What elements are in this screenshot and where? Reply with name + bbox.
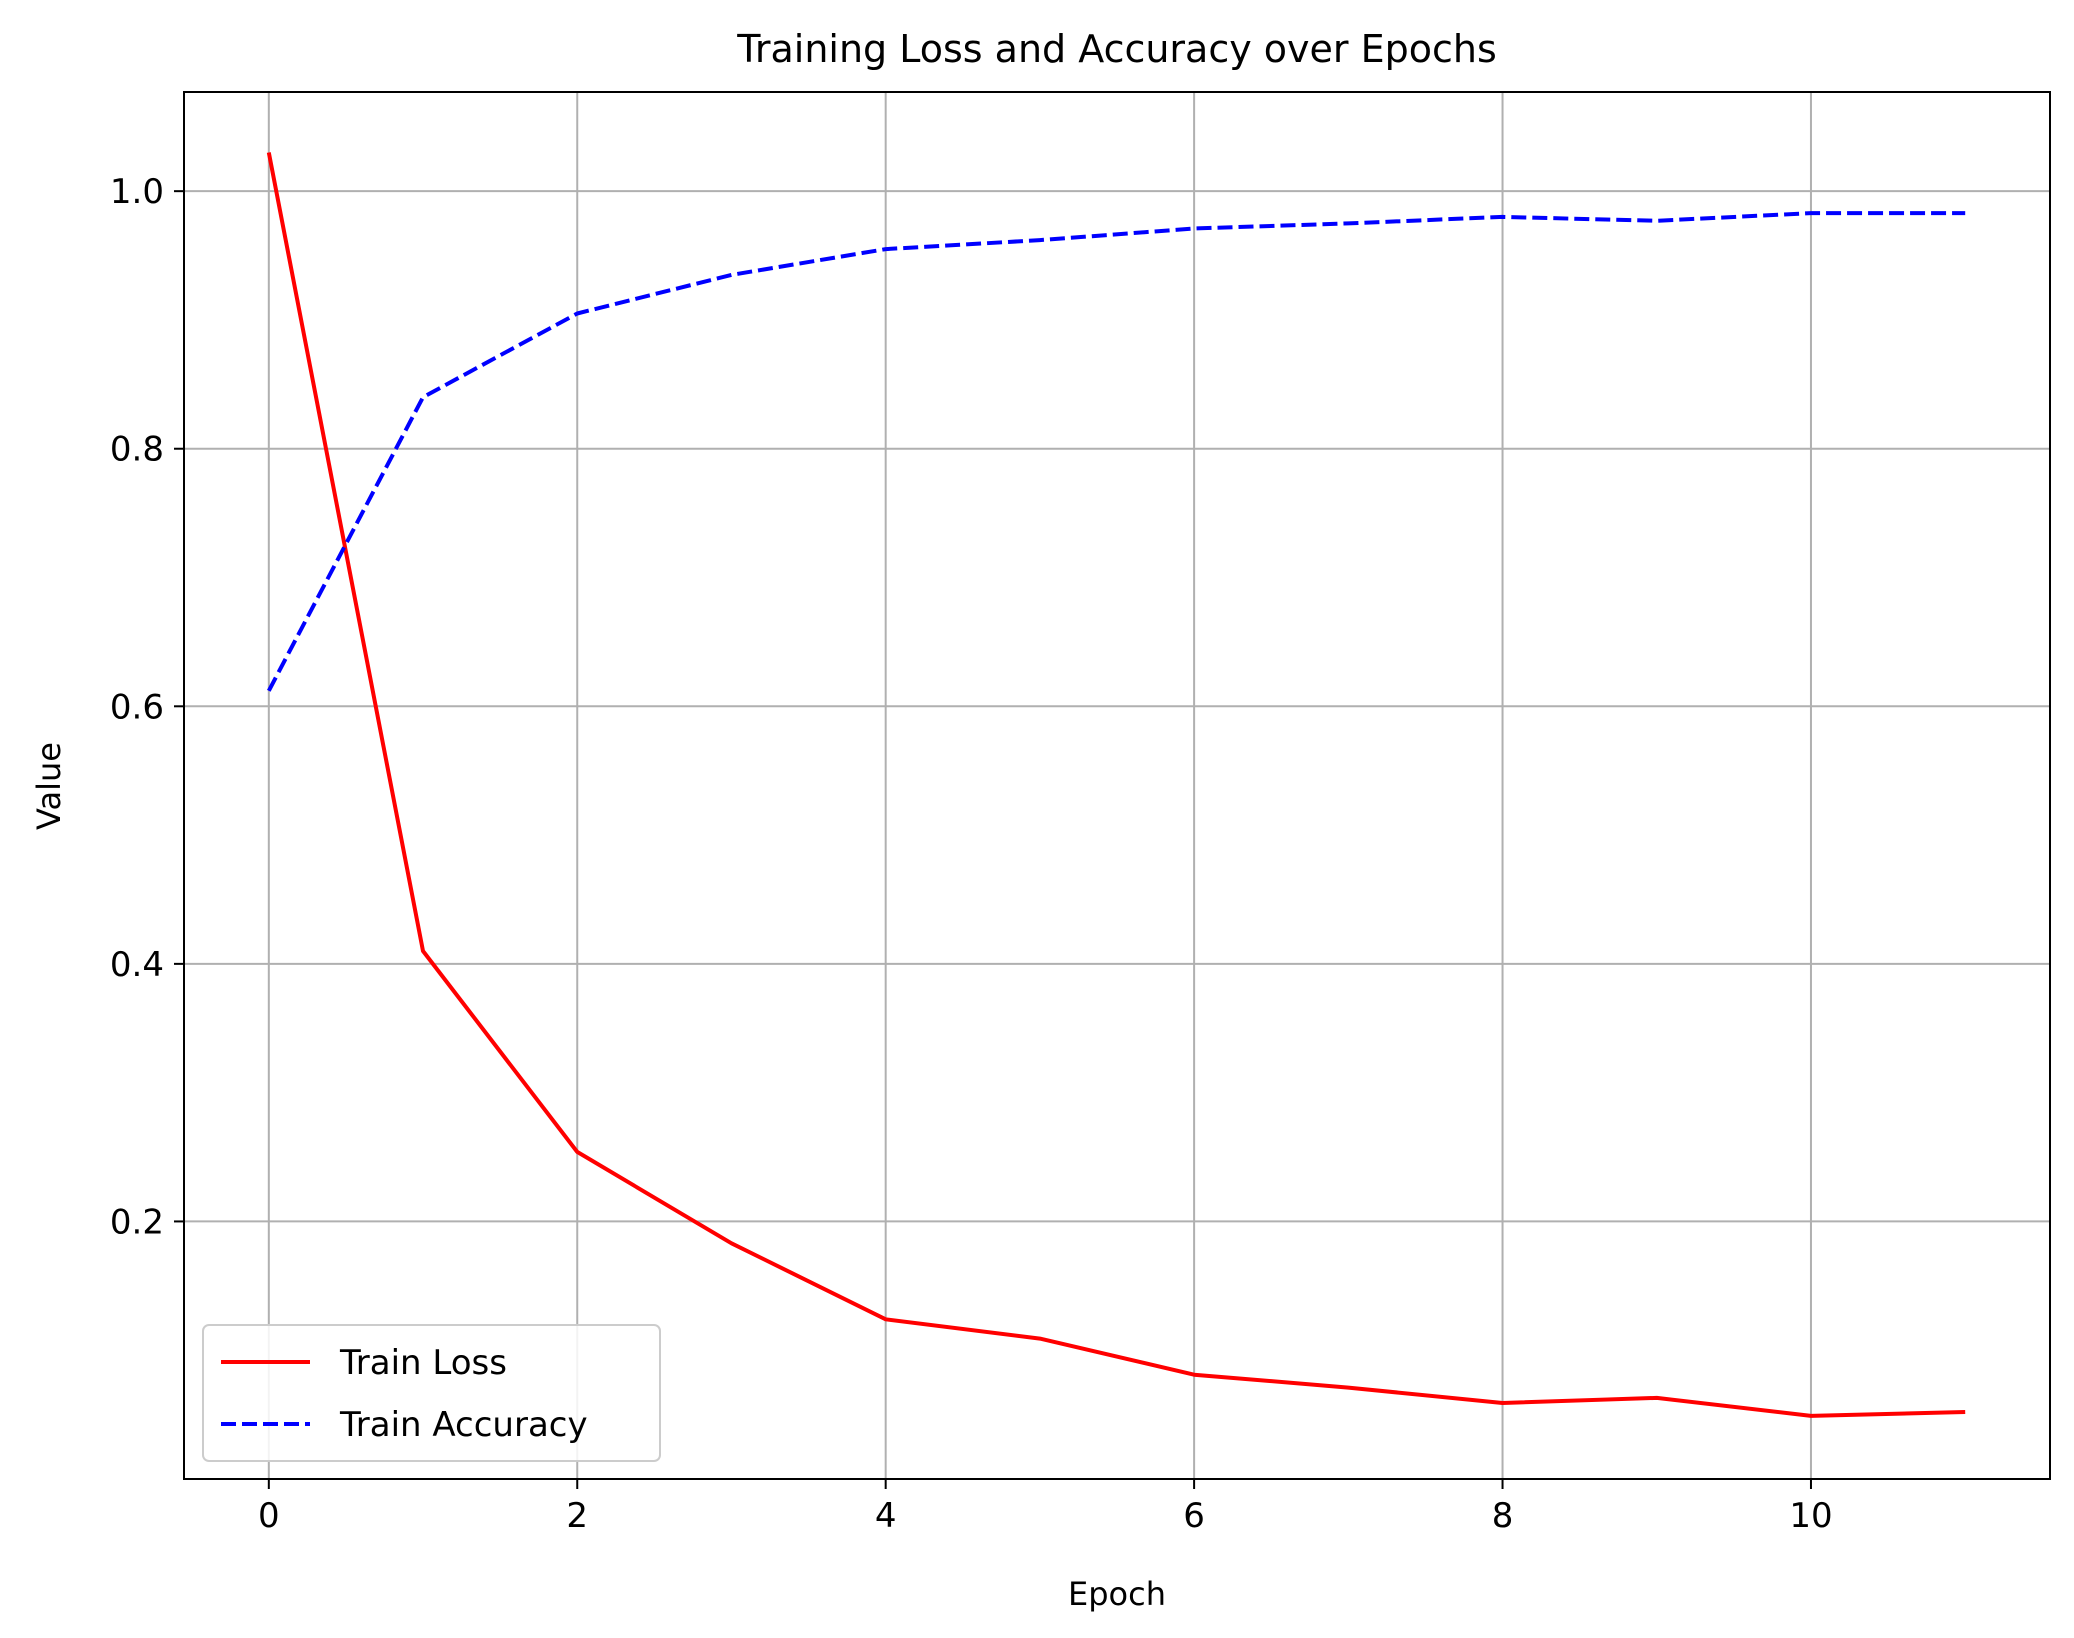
y-tick-label: 0.8 xyxy=(110,430,164,470)
series-line-train-accuracy xyxy=(267,211,1966,692)
series-lines xyxy=(266,152,1966,1418)
axis-ticks: 0 2 4 6 8 10 0.2 0.4 0.6 0.8 1.0 xyxy=(110,172,1833,1536)
x-tick-label: 6 xyxy=(1183,1496,1205,1536)
plot-frame xyxy=(183,91,2051,1480)
y-tick-label: 1.0 xyxy=(110,172,164,212)
x-tick-label: 4 xyxy=(875,1496,897,1536)
x-tick-label: 2 xyxy=(566,1496,588,1536)
x-tick-label: 10 xyxy=(1789,1496,1832,1536)
y-tick-label: 0.2 xyxy=(110,1202,164,1242)
x-axis-label: Epoch xyxy=(1068,1575,1166,1613)
series-line-train-loss xyxy=(266,152,1966,1418)
chart-title: Training Loss and Accuracy over Epochs xyxy=(736,27,1497,71)
y-axis-label: Value xyxy=(30,742,68,830)
x-tick-label: 8 xyxy=(1492,1496,1514,1536)
x-tick-label: 0 xyxy=(258,1496,280,1536)
legend: Train Loss Train Accuracy xyxy=(202,1324,661,1462)
legend-label-train-accuracy: Train Accuracy xyxy=(339,1405,588,1445)
y-tick-label: 0.4 xyxy=(110,945,164,985)
legend-label-train-loss: Train Loss xyxy=(339,1343,507,1383)
y-tick-label: 0.6 xyxy=(110,687,164,727)
grid xyxy=(184,92,2050,1479)
legend-box xyxy=(202,1324,661,1462)
